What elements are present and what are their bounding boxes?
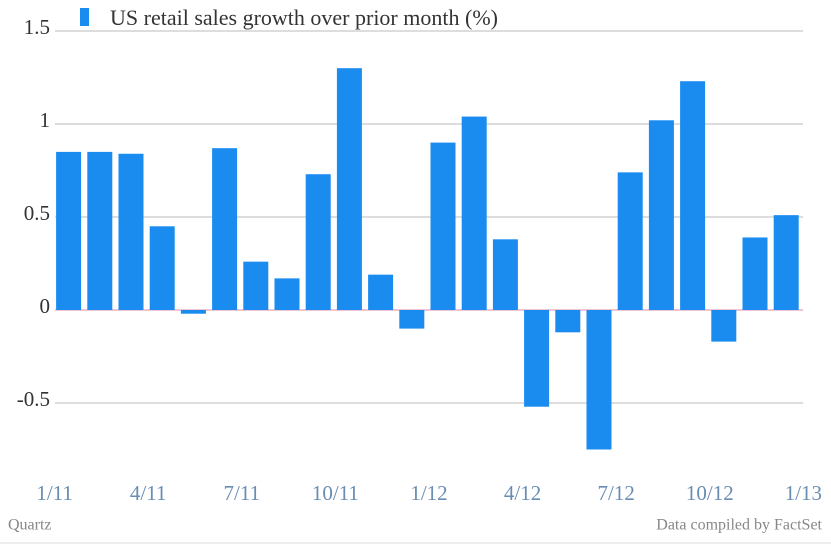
bar <box>336 68 362 310</box>
bar <box>180 310 206 314</box>
y-tick-label: -0.5 <box>17 387 50 411</box>
bar <box>461 116 487 310</box>
bar <box>87 151 113 310</box>
bar <box>773 215 799 310</box>
bar <box>680 81 706 310</box>
y-tick-label: 1.5 <box>24 15 50 39</box>
bar <box>555 310 581 333</box>
bar <box>149 226 175 310</box>
bar <box>243 261 269 310</box>
bar <box>368 274 394 310</box>
bar <box>305 174 331 310</box>
x-tick-label: 4/12 <box>504 481 541 505</box>
legend-swatch <box>80 8 89 26</box>
source: Data compiled by FactSet <box>656 517 822 534</box>
x-tick-label: 1/12 <box>410 481 447 505</box>
x-tick-label: 10/11 <box>312 481 359 505</box>
x-tick-label: 10/12 <box>686 481 734 505</box>
y-tick-label: 0.5 <box>24 201 50 225</box>
chart-title: US retail sales growth over prior month … <box>110 5 498 30</box>
publisher: Quartz <box>8 517 52 534</box>
bar <box>212 148 238 310</box>
x-tick-label: 1/13 <box>785 481 822 505</box>
bar <box>742 237 768 310</box>
bar <box>492 239 518 310</box>
bar <box>586 310 612 450</box>
x-tick-label: 1/11 <box>36 481 73 505</box>
x-tick-label: 7/12 <box>598 481 635 505</box>
bar <box>118 153 144 310</box>
y-tick-label: 1 <box>40 108 51 132</box>
bar <box>274 278 300 310</box>
bar <box>648 120 674 310</box>
x-tick-label: 7/11 <box>224 481 261 505</box>
bar <box>617 172 643 310</box>
x-tick-label: 4/11 <box>130 481 167 505</box>
bar <box>430 142 456 310</box>
bar <box>711 310 737 342</box>
bar <box>524 310 550 407</box>
bar <box>56 151 82 310</box>
bar <box>399 310 425 329</box>
y-tick-label: 0 <box>40 294 51 318</box>
